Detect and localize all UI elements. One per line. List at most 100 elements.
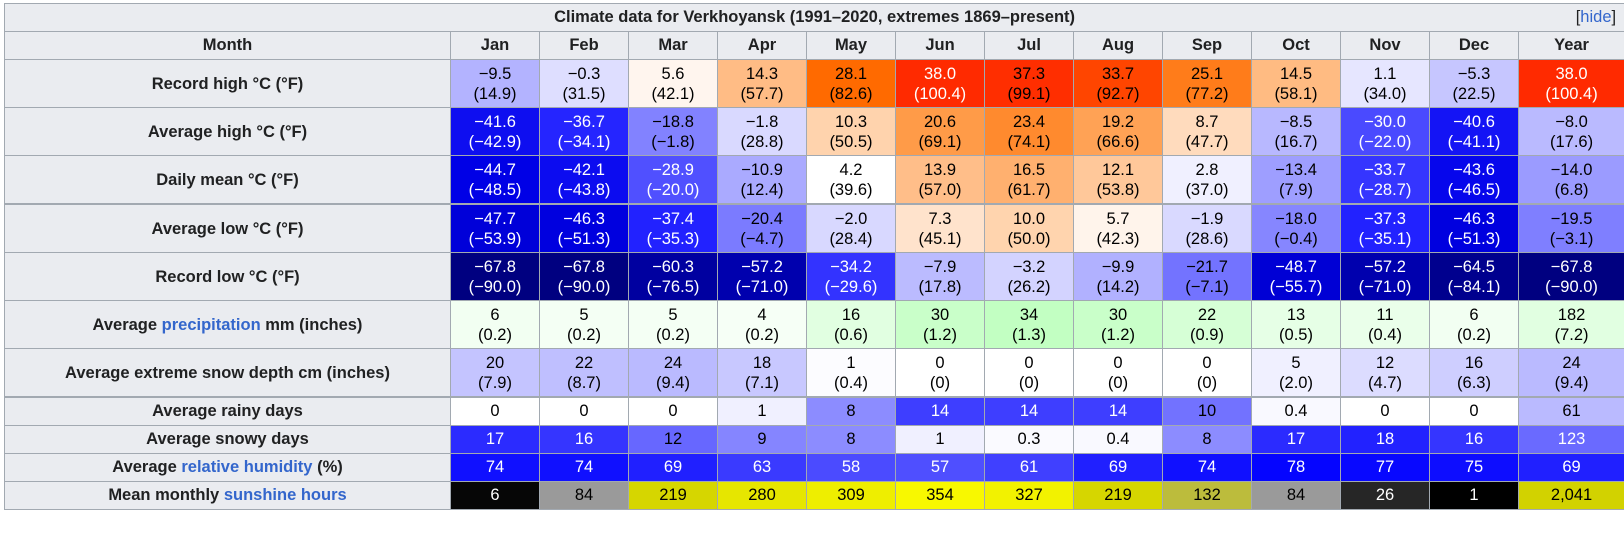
cell-value: 74 xyxy=(542,458,626,477)
data-cell: −44.7(−48.5) xyxy=(451,156,540,205)
cell-secondary-value: (57.7) xyxy=(720,84,804,104)
data-cell: −10.9(12.4) xyxy=(718,156,807,205)
cell-secondary-value: (7.1) xyxy=(720,373,804,393)
data-cell: 38.0(100.4) xyxy=(1519,60,1624,108)
cell-value: 16 xyxy=(1432,353,1516,373)
cell-value: 61 xyxy=(1521,402,1622,421)
data-cell: 327 xyxy=(985,482,1074,510)
month-header-jul: Jul xyxy=(985,32,1074,60)
cell-value: −67.8 xyxy=(542,257,626,277)
data-cell: 6(0.2) xyxy=(451,301,540,349)
cell-value: 8 xyxy=(1165,430,1249,449)
data-cell: −42.1(−43.8) xyxy=(540,156,629,205)
data-cell: 1 xyxy=(718,397,807,426)
data-cell: 1.1(34.0) xyxy=(1341,60,1430,108)
row-label: Record high °C (°F) xyxy=(5,60,451,108)
data-cell: −67.8(−90.0) xyxy=(451,253,540,301)
table-row: Average high °C (°F)−41.6(−42.9)−36.7(−3… xyxy=(5,108,1624,156)
cell-value: 0 xyxy=(1432,402,1516,421)
cell-value: −46.3 xyxy=(542,209,626,229)
cell-value: −60.3 xyxy=(631,257,715,277)
data-cell: 74 xyxy=(451,454,540,482)
data-cell: 5(0.2) xyxy=(629,301,718,349)
month-header-aug: Aug xyxy=(1074,32,1163,60)
data-cell: 57 xyxy=(896,454,985,482)
data-cell: 18(7.1) xyxy=(718,349,807,398)
cell-value: 1 xyxy=(1432,486,1516,505)
data-cell: −48.7(−55.7) xyxy=(1252,253,1341,301)
data-cell: 8 xyxy=(807,426,896,454)
data-cell: −43.6(−46.5) xyxy=(1430,156,1519,205)
cell-value: 10.3 xyxy=(809,112,893,132)
data-cell: 7.3(45.1) xyxy=(896,204,985,253)
data-cell: 17 xyxy=(451,426,540,454)
data-cell: 1 xyxy=(1430,482,1519,510)
row-label-link[interactable]: sunshine hours xyxy=(224,486,347,504)
cell-value: 132 xyxy=(1165,486,1249,505)
cell-value: 84 xyxy=(542,486,626,505)
data-cell: −34.2(−29.6) xyxy=(807,253,896,301)
cell-value: 11 xyxy=(1343,305,1427,325)
data-cell: 63 xyxy=(718,454,807,482)
data-cell: 2.8(37.0) xyxy=(1163,156,1252,205)
cell-value: 14 xyxy=(898,402,982,421)
cell-value: 33.7 xyxy=(1076,64,1160,84)
data-cell: 0.4 xyxy=(1252,397,1341,426)
data-cell: 16 xyxy=(1430,426,1519,454)
cell-value: 327 xyxy=(987,486,1071,505)
cell-value: 354 xyxy=(898,486,982,505)
data-cell: 61 xyxy=(985,454,1074,482)
cell-secondary-value: (0.4) xyxy=(1343,325,1427,345)
cell-value: −36.7 xyxy=(542,112,626,132)
data-cell: −37.3(−35.1) xyxy=(1341,204,1430,253)
data-cell: −21.7(−7.1) xyxy=(1163,253,1252,301)
cell-value: 5 xyxy=(542,305,626,325)
cell-secondary-value: (0.2) xyxy=(542,325,626,345)
cell-value: 0 xyxy=(1076,353,1160,373)
cell-secondary-value: (34.0) xyxy=(1343,84,1427,104)
hide-toggle[interactable]: [hide] xyxy=(1576,8,1616,27)
data-cell: 8 xyxy=(1163,426,1252,454)
cell-value: 0 xyxy=(987,353,1071,373)
cell-secondary-value: (−29.6) xyxy=(809,277,893,297)
data-cell: 132 xyxy=(1163,482,1252,510)
data-cell: 84 xyxy=(540,482,629,510)
row-label: Average precipitation mm (inches) xyxy=(5,301,451,349)
row-label-link[interactable]: precipitation xyxy=(162,316,261,334)
data-cell: −46.3(−51.3) xyxy=(540,204,629,253)
cell-secondary-value: (0.5) xyxy=(1254,325,1338,345)
cell-value: 5 xyxy=(631,305,715,325)
data-cell: 309 xyxy=(807,482,896,510)
data-cell: −9.9(14.2) xyxy=(1074,253,1163,301)
cell-value: 1 xyxy=(809,353,893,373)
cell-secondary-value: (1.3) xyxy=(987,325,1071,345)
month-header-apr: Apr xyxy=(718,32,807,60)
row-label-link[interactable]: relative humidity xyxy=(181,458,312,476)
cell-secondary-value: (14.2) xyxy=(1076,277,1160,297)
cell-value: −10.9 xyxy=(720,160,804,180)
cell-secondary-value: (57.0) xyxy=(898,180,982,200)
cell-secondary-value: (1.2) xyxy=(898,325,982,345)
cell-secondary-value: (9.4) xyxy=(631,373,715,393)
cell-secondary-value: (66.6) xyxy=(1076,132,1160,152)
cell-value: −3.2 xyxy=(987,257,1071,277)
cell-value: 13.9 xyxy=(898,160,982,180)
cell-value: 84 xyxy=(1254,486,1338,505)
cell-secondary-value: (−84.1) xyxy=(1432,277,1516,297)
cell-value: 26 xyxy=(1343,486,1427,505)
row-label-prefix: Mean monthly xyxy=(108,486,224,504)
table-row: Record high °C (°F)−9.5(14.9)−0.3(31.5)5… xyxy=(5,60,1624,108)
data-cell: −41.6(−42.9) xyxy=(451,108,540,156)
cell-secondary-value: (−35.3) xyxy=(631,229,715,249)
cell-secondary-value: (8.7) xyxy=(542,373,626,393)
cell-value: −9.9 xyxy=(1076,257,1160,277)
data-cell: 0(0) xyxy=(1074,349,1163,398)
cell-value: 14.5 xyxy=(1254,64,1338,84)
cell-value: 0 xyxy=(542,402,626,421)
data-cell: 5(0.2) xyxy=(540,301,629,349)
data-cell: 74 xyxy=(1163,454,1252,482)
cell-value: 0.4 xyxy=(1254,402,1338,421)
hide-link[interactable]: hide xyxy=(1580,8,1611,26)
cell-value: 38.0 xyxy=(898,64,982,84)
data-cell: 219 xyxy=(629,482,718,510)
